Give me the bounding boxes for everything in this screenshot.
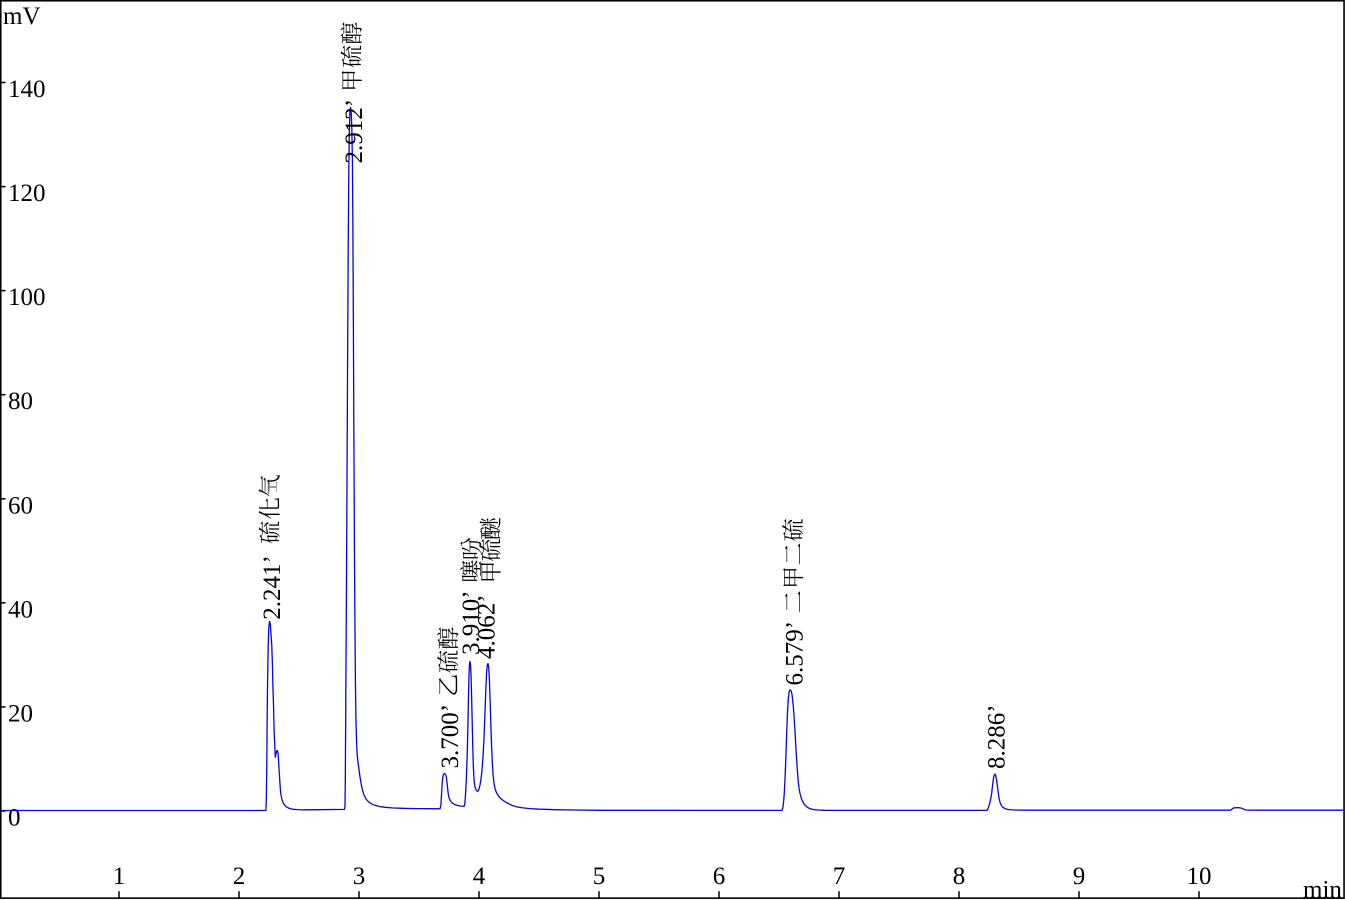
svg-text:140: 140: [8, 76, 46, 103]
svg-text:8.286’: 8.286’: [984, 704, 1011, 769]
svg-text:mV: mV: [3, 3, 41, 30]
svg-text:8: 8: [953, 863, 966, 890]
svg-text:2.241’: 2.241’: [259, 555, 286, 620]
svg-text:10: 10: [1187, 863, 1212, 890]
svg-text:3.700’: 3.700’: [437, 704, 464, 769]
svg-text:120: 120: [8, 180, 46, 207]
svg-text:3.910’: 3.910’: [458, 590, 485, 655]
svg-text:4: 4: [473, 863, 486, 890]
svg-text:6: 6: [713, 863, 726, 890]
svg-text:6.579’: 6.579’: [782, 621, 809, 686]
svg-text:min: min: [1303, 877, 1342, 900]
svg-text:4.062’: 4.062’: [474, 594, 501, 659]
svg-text:0: 0: [8, 805, 21, 832]
svg-text:3: 3: [353, 863, 366, 890]
svg-text:1: 1: [113, 863, 126, 890]
svg-text:7: 7: [833, 863, 846, 890]
svg-text:9: 9: [1073, 863, 1086, 890]
svg-text:2: 2: [233, 863, 246, 890]
svg-text:5: 5: [593, 863, 606, 890]
svg-text:60: 60: [8, 492, 33, 519]
svg-text:2.912’: 2.912’: [341, 99, 368, 164]
svg-text:40: 40: [8, 596, 33, 623]
svg-text:20: 20: [8, 700, 33, 727]
svg-text:80: 80: [8, 388, 33, 415]
svg-text:100: 100: [8, 284, 46, 311]
